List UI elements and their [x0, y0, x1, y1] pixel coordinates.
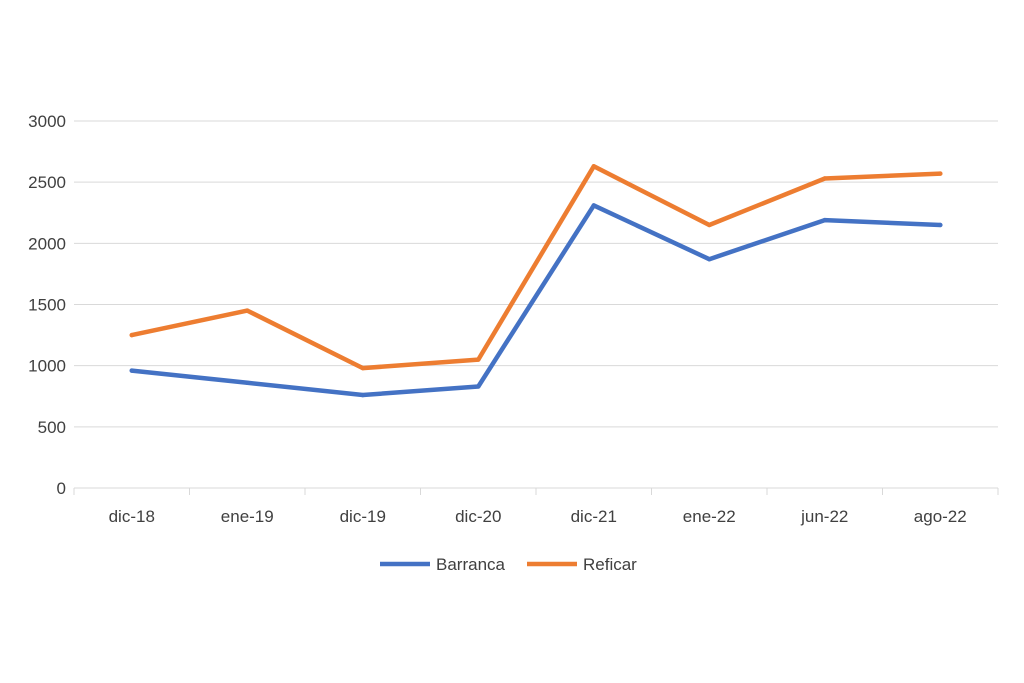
legend: Barranca Reficar [380, 555, 637, 574]
data-point [822, 217, 827, 223]
x-tick-label: ene-19 [221, 507, 274, 526]
x-tick-label: ago-22 [914, 507, 967, 526]
data-point [591, 164, 596, 169]
x-tick-label: dic-20 [455, 507, 501, 526]
data-point [476, 384, 481, 389]
x-axis-ticks: dic-18 ene-19 dic-19 dic-20 dic-21 ene-22 jun-… [73, 488, 999, 526]
y-tick-label: 0 [57, 479, 66, 498]
legend-label: Reficar [583, 555, 637, 574]
data-point [360, 365, 365, 371]
y-tick-label: 3000 [28, 112, 66, 131]
y-tick-label: 2000 [28, 234, 66, 253]
gridlines [74, 120, 998, 428]
y-axis-ticks: 0 500 1000 1500 2000 2500 3000 [28, 112, 66, 498]
x-tick-label: dic-21 [571, 507, 617, 526]
data-point [707, 257, 712, 262]
x-tick-label: jun-22 [800, 507, 848, 526]
data-point [245, 308, 250, 313]
series-lines [129, 164, 943, 398]
series-line-reficar [129, 164, 943, 371]
data-point [707, 222, 712, 228]
data-point [129, 368, 134, 373]
data-point [591, 203, 596, 208]
data-point [938, 222, 943, 228]
data-point [476, 357, 481, 362]
y-tick-label: 2500 [28, 173, 66, 192]
data-point [360, 392, 365, 398]
y-tick-label: 500 [38, 418, 66, 437]
data-point [129, 332, 134, 338]
x-tick-label: ene-22 [683, 507, 736, 526]
data-point [822, 176, 827, 181]
data-point [938, 171, 943, 176]
series-line-barranca [129, 203, 943, 398]
x-tick-label: dic-19 [340, 507, 386, 526]
y-tick-label: 1000 [28, 357, 66, 376]
data-point [245, 380, 250, 385]
y-tick-label: 1500 [28, 296, 66, 315]
x-tick-label: dic-18 [109, 507, 155, 526]
legend-label: Barranca [436, 555, 506, 574]
